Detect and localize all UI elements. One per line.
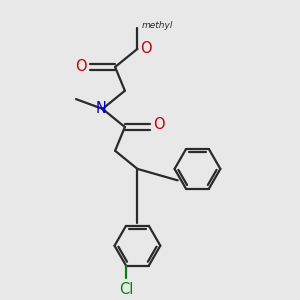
Text: N: N: [96, 101, 106, 116]
Text: methyl: methyl: [142, 21, 173, 30]
Text: O: O: [153, 117, 165, 132]
Text: O: O: [140, 41, 151, 56]
Text: Cl: Cl: [119, 282, 133, 297]
Text: O: O: [75, 59, 87, 74]
